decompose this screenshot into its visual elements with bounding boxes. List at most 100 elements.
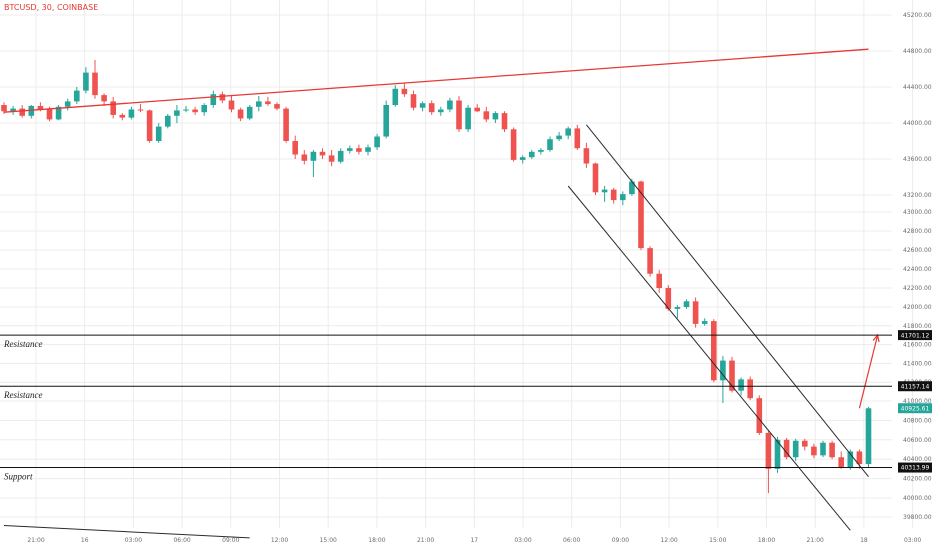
candle-body <box>201 105 207 113</box>
candle <box>447 97 453 113</box>
candle <box>365 144 371 156</box>
candle <box>456 96 462 132</box>
candle-body <box>856 451 863 465</box>
level-label: Support <box>4 472 33 482</box>
x-tick-label: 09:00 <box>612 537 629 544</box>
candle-body <box>802 440 808 447</box>
price-tag-text: 41157.14 <box>901 383 930 390</box>
y-tick-label: 41000.00 <box>903 398 932 405</box>
candle <box>192 106 198 115</box>
candle <box>711 319 717 383</box>
candle <box>802 438 808 451</box>
candle <box>701 318 708 326</box>
candle <box>174 105 180 123</box>
candle <box>347 145 353 154</box>
candle-body <box>638 181 644 249</box>
x-tick-label: 03:00 <box>514 537 531 544</box>
x-tick-label: 12:00 <box>660 537 677 544</box>
candle <box>310 150 317 177</box>
x-tick-label: 15:00 <box>320 537 337 544</box>
candle-body <box>820 442 826 456</box>
candle <box>137 104 144 113</box>
drawn-lines <box>3 48 880 539</box>
time-axis: 21:00 16 03:00 06:00 09:00 12:00 15:00 18:00 21:… <box>27 537 921 544</box>
y-tick-label: 45200.00 <box>903 12 932 19</box>
x-tick-label: 06:00 <box>563 537 580 544</box>
candle <box>610 187 617 204</box>
candle <box>337 148 344 164</box>
candle-body <box>665 288 672 309</box>
candle-body <box>155 126 162 141</box>
candle-body <box>447 100 453 110</box>
candle-body <box>246 106 253 119</box>
candle-body <box>137 109 144 111</box>
candle <box>256 96 262 112</box>
price-tag-bg <box>898 381 932 392</box>
candle-body <box>610 189 617 201</box>
candle-body <box>356 148 362 152</box>
level-price-tag: 41157.14 <box>898 381 932 392</box>
price-tag-bg <box>898 330 932 341</box>
candle <box>774 436 781 473</box>
candle <box>392 85 399 107</box>
candle <box>820 440 826 458</box>
candle <box>674 305 681 319</box>
candle-body <box>19 108 25 116</box>
candle <box>838 451 844 469</box>
candle <box>128 106 135 120</box>
candle-body <box>847 451 854 468</box>
candle-body <box>37 105 44 110</box>
candle <box>183 105 189 113</box>
y-tick-label: 42400.00 <box>903 266 932 273</box>
candle <box>665 285 672 311</box>
candle <box>720 355 726 403</box>
candle <box>383 100 389 139</box>
price-tag-text: 41701.12 <box>901 332 930 339</box>
candle <box>246 105 253 121</box>
candle <box>219 91 226 104</box>
level-price-tag: 41701.12 <box>898 330 932 341</box>
candle <box>465 105 471 132</box>
candle-body <box>483 111 490 120</box>
candle-body <box>101 95 107 102</box>
level-label: Resistance <box>3 339 43 349</box>
candle-body <box>374 136 380 148</box>
candle-body <box>838 457 844 468</box>
y-tick-label: 39800.00 <box>903 514 932 521</box>
candle <box>510 127 517 162</box>
candle <box>756 395 763 435</box>
y-tick-label: 44400.00 <box>903 84 932 91</box>
y-tick-label: 42800.00 <box>903 228 932 235</box>
candle-body <box>110 101 116 115</box>
candle <box>119 113 126 121</box>
candle <box>656 269 662 293</box>
candle <box>592 162 599 195</box>
candle-body <box>383 105 389 137</box>
candle <box>292 135 298 159</box>
candle <box>283 106 289 143</box>
candle-body <box>519 157 526 160</box>
candle-body <box>328 155 335 162</box>
y-tick-label: 41600.00 <box>903 342 932 349</box>
candle-body <box>620 194 626 201</box>
candle-body <box>738 379 744 391</box>
candle <box>865 406 872 467</box>
candle-body <box>283 108 289 141</box>
candle <box>438 106 444 116</box>
candle <box>483 106 490 123</box>
candle-body <box>174 110 180 116</box>
candle-body <box>347 148 353 151</box>
x-tick-label: 03:00 <box>125 537 142 544</box>
candle <box>328 150 335 167</box>
candle-body <box>64 101 71 107</box>
candle-body <box>219 94 226 101</box>
candle <box>210 90 217 108</box>
x-tick-label: 12:00 <box>271 537 288 544</box>
candle-body <box>692 301 699 324</box>
symbol-label: BTCUSD, 30, COINBASE <box>4 3 99 12</box>
candle <box>538 148 544 155</box>
candle <box>811 443 817 459</box>
candle-body <box>756 398 763 434</box>
